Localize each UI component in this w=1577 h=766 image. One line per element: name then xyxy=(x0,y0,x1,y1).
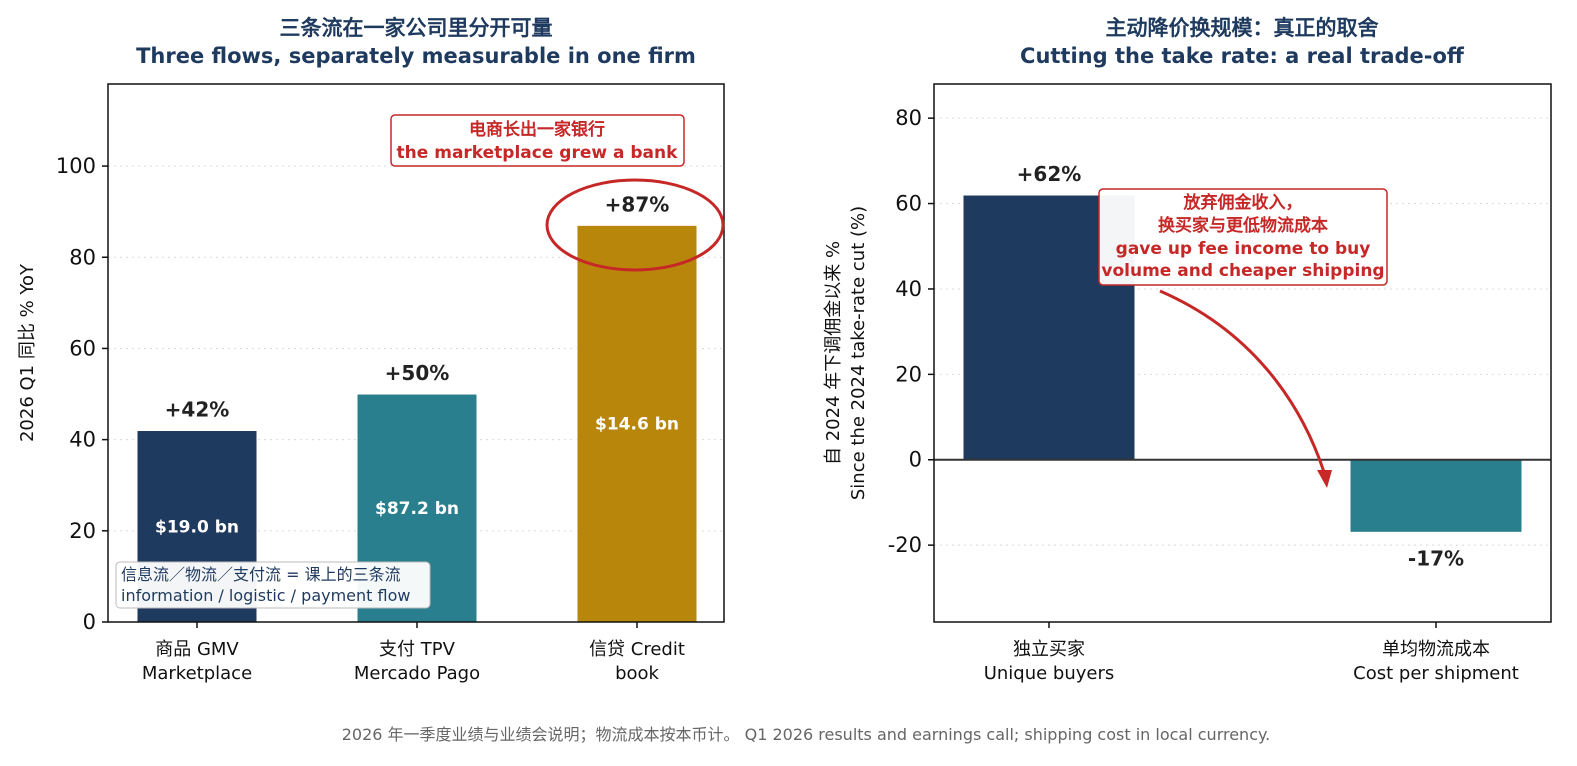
left-title-zh: 三条流在一家公司里分开可量 xyxy=(280,16,553,40)
left-y-tick-label: 20 xyxy=(69,519,96,543)
left-category-label-en: Mercado Pago xyxy=(354,663,480,684)
tradeoff-annotation-box xyxy=(1098,188,1388,286)
left-y-tick-label: 0 xyxy=(83,610,96,634)
left-value-label: +50% xyxy=(385,361,450,385)
right-y-tick-label: 20 xyxy=(895,362,922,386)
left-category-label-en: Marketplace xyxy=(142,663,252,684)
right-y-tick-label: 60 xyxy=(895,192,922,216)
left-y-axis-label: 2026 Q1 同比 % YoY xyxy=(17,263,38,442)
right-title-en: Cutting the take rate: a real trade-off xyxy=(1020,44,1465,68)
left-inner-label: $19.0 bn xyxy=(155,517,239,537)
left-title-en: Three flows, separately measurable in on… xyxy=(136,44,696,68)
left-value-label: +87% xyxy=(605,192,670,216)
credit-highlight-ellipse xyxy=(545,178,725,272)
left-y-tick-label: 60 xyxy=(69,336,96,360)
right-y-axis-label-zh: 自 2024 年下调佣金以来 % xyxy=(823,241,844,465)
footnote: 2026 年一季度业绩与业绩会说明；物流成本按本币计。 Q1 2026 resu… xyxy=(342,725,1271,744)
bank-annotation-en: the marketplace grew a bank xyxy=(397,143,679,163)
right-chart-panel: 主动降价换规模：真正的取舍 Cutting the take rate: a r… xyxy=(823,16,1552,684)
bank-annotation-zh: 电商长出一家银行 xyxy=(469,119,605,140)
right-y-axis-label-en: Since the 2024 take-rate cut (%) xyxy=(848,206,869,500)
left-y-tick-label: 40 xyxy=(69,428,96,452)
tradeoff-annotation-en-2: volume and cheaper shipping xyxy=(1101,261,1384,281)
left-y-tick-label: 100 xyxy=(56,154,96,178)
right-category-label-en: Unique buyers xyxy=(984,663,1115,684)
flows-note-box xyxy=(115,561,431,609)
bank-annotation-box xyxy=(390,114,685,167)
tradeoff-arrowhead xyxy=(1317,470,1332,488)
right-y-tick-label: -20 xyxy=(888,533,922,557)
right-x-axis: 独立买家 Unique buyers 单均物流成本 Cost per shipment xyxy=(984,622,1519,684)
left-category-label-zh: 商品 GMV xyxy=(155,639,239,660)
left-bar xyxy=(576,224,698,623)
left-y-tick-label: 80 xyxy=(69,245,96,269)
tradeoff-annotation-zh-1: 放弃佣金收入， xyxy=(1183,192,1303,213)
left-chart-panel: 三条流在一家公司里分开可量 Three flows, separately me… xyxy=(17,16,725,684)
right-plot-frame xyxy=(933,83,1552,623)
tradeoff-annotation-en-1: gave up fee income to buy xyxy=(1116,239,1371,259)
right-bar xyxy=(1349,459,1523,533)
flows-note-zh: 信息流／物流／支付流 = 课上的三条流 xyxy=(121,565,401,584)
left-bars: +42% $19.0 bn +50% $87.2 bn +87% $14.6 bn xyxy=(136,192,698,623)
flows-note-en: information / logistic / payment flow xyxy=(121,586,410,605)
right-y-axis: -20 0 20 40 60 80 xyxy=(888,106,934,557)
left-inner-label: $87.2 bn xyxy=(375,499,459,519)
right-value-label: +62% xyxy=(1017,162,1082,186)
left-category-label-en: book xyxy=(615,663,659,684)
left-value-label: +42% xyxy=(165,398,230,422)
left-y-axis: 0 20 40 60 80 100 xyxy=(56,154,108,634)
right-y-tick-label: 0 xyxy=(909,448,922,472)
tradeoff-annotation-zh-2: 换买家与更低物流成本 xyxy=(1158,215,1328,236)
left-x-axis: 商品 GMV Marketplace 支付 TPV Mercado Pago 信贷 Cr… xyxy=(142,622,685,684)
right-category-label-en: Cost per shipment xyxy=(1353,663,1519,684)
right-value-label: -17% xyxy=(1408,546,1464,570)
left-inner-label: $14.6 bn xyxy=(595,415,679,435)
left-category-label-zh: 支付 TPV xyxy=(379,639,456,660)
left-plot-frame xyxy=(107,83,725,623)
right-y-tick-label: 40 xyxy=(895,277,922,301)
right-y-tick-label: 80 xyxy=(895,106,922,130)
tradeoff-arrow xyxy=(1159,289,1326,473)
right-category-label-zh: 独立买家 xyxy=(1013,639,1085,660)
right-category-label-zh: 单均物流成本 xyxy=(1382,639,1490,660)
right-title-zh: 主动降价换规模：真正的取舍 xyxy=(1106,16,1380,40)
left-category-label-zh: 信贷 Credit xyxy=(589,639,685,660)
